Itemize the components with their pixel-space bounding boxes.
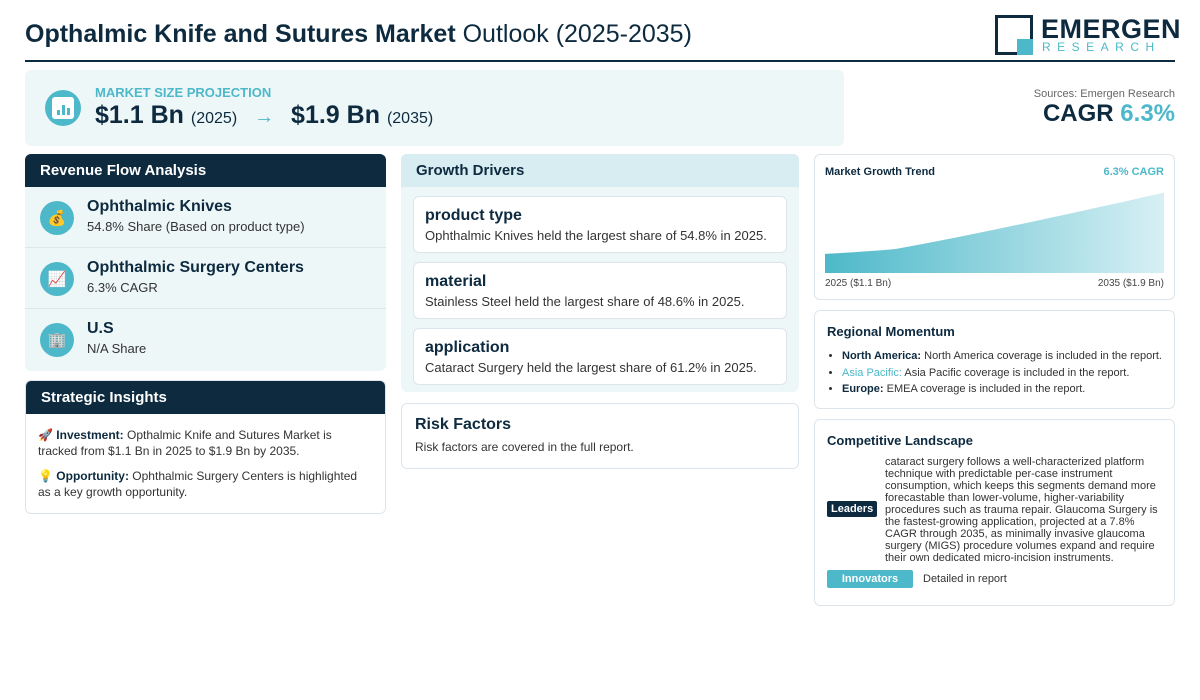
- projection-start-year: (2025): [190, 110, 238, 127]
- growth-drivers-title: Growth Drivers: [401, 154, 799, 187]
- trend-cagr: 6.3% CAGR: [1103, 166, 1164, 178]
- driver-text: Ophthalmic Knives held the largest share…: [425, 228, 767, 243]
- trend-start-label: 2025 ($1.1 Bn): [825, 278, 892, 289]
- investment-text: Opthalmic Knife and Sutures Market is tr…: [38, 428, 332, 458]
- opportunity-insight: 💡 Opportunity: Ophthalmic Surgery Center…: [38, 468, 373, 500]
- list-item: Europe: EMEA coverage is included in the…: [842, 381, 1162, 398]
- list-item: product type Ophthalmic Knives held the …: [413, 196, 787, 253]
- revenue-flow-card: Revenue Flow Analysis 💰 Ophthalmic Knive…: [25, 154, 386, 371]
- cagr-value: 6.3%: [1120, 100, 1175, 127]
- list-item: 🏢 U.S N/A Share: [25, 309, 386, 370]
- leaders-text: cataract surgery follows a well-characte…: [885, 456, 1158, 564]
- revenue-item-sub: N/A Share: [87, 341, 147, 356]
- competitive-landscape-card: Competitive Landscape Leaders cataract s…: [814, 419, 1175, 606]
- investment-label: Investment:: [56, 428, 124, 442]
- investment-insight: 🚀 Investment: Opthalmic Knife and Suture…: [38, 427, 373, 459]
- regional-momentum-title: Regional Momentum: [827, 324, 955, 339]
- projection-end-year: (2035): [386, 110, 434, 127]
- cagr-summary: CAGR 6.3%: [1043, 100, 1175, 128]
- emergen-logo: EMERGEN RESEARCH: [995, 14, 1181, 56]
- trend-area: [825, 192, 1164, 273]
- page-header: Opthalmic Knife and Sutures Market Outlo…: [25, 12, 1181, 62]
- revenue-item-title: Ophthalmic Surgery Centers: [87, 259, 304, 276]
- region-text: North America coverage is included in th…: [924, 350, 1162, 362]
- strategic-insights-card: Strategic Insights 🚀 Investment: Opthalm…: [25, 380, 386, 514]
- innovators-badge: Innovators: [827, 570, 913, 588]
- arrow-right-icon: →: [254, 106, 275, 128]
- revenue-item-sub: 6.3% CAGR: [87, 280, 158, 295]
- page-title-bold: Opthalmic Knife and Sutures Market: [25, 20, 456, 48]
- strategic-insights-body: 🚀 Investment: Opthalmic Knife and Suture…: [26, 414, 385, 513]
- region-name: Europe:: [842, 383, 884, 395]
- competitive-landscape-title: Competitive Landscape: [827, 433, 973, 448]
- list-item: application Cataract Surgery held the la…: [413, 328, 787, 385]
- leaders-badge: Leaders: [827, 501, 878, 517]
- revenue-item-sub: 54.8% Share (Based on product type): [87, 219, 305, 234]
- list-item: 📈 Ophthalmic Surgery Centers 6.3% CAGR: [25, 248, 386, 309]
- driver-title: product type: [425, 207, 522, 224]
- projection-end-value: $1.9 Bn: [291, 101, 380, 129]
- revenue-item-title: U.S: [87, 320, 114, 337]
- list-item: North America: North America coverage is…: [842, 348, 1162, 365]
- money-bag-icon: 💰: [40, 201, 74, 235]
- region-text: Asia Pacific coverage is included in the…: [904, 366, 1130, 379]
- lightbulb-icon: 💡: [38, 469, 53, 483]
- list-item: 💰 Ophthalmic Knives 54.8% Share (Based o…: [25, 187, 386, 248]
- projection-values: $1.1 Bn (2025) → $1.9 Bn (2035): [95, 101, 433, 130]
- innovators-text: Detailed in report: [923, 573, 1007, 585]
- risk-factors-title: Risk Factors: [415, 416, 512, 433]
- logo-mark-icon: [995, 15, 1033, 55]
- projection-label: MARKET SIZE PROJECTION: [95, 85, 272, 100]
- sources-note: Sources: Emergen Research: [1033, 88, 1175, 100]
- risk-factors-card: Risk Factors Risk factors are covered in…: [401, 403, 799, 469]
- opportunity-text: Ophthalmic Surgery Centers is highlighte…: [38, 469, 358, 499]
- market-size-projection: MARKET SIZE PROJECTION $1.1 Bn (2025) → …: [25, 70, 844, 146]
- region-name: North America:: [842, 350, 922, 362]
- list-item: Asia Pacific: Asia Pacific coverage is i…: [842, 365, 1162, 382]
- building-icon: 🏢: [40, 323, 74, 357]
- bar-chart-icon: [45, 90, 81, 126]
- driver-title: application: [425, 339, 510, 356]
- trend-title: Market Growth Trend: [825, 166, 936, 178]
- driver-text: Cataract Surgery held the largest share …: [425, 360, 757, 375]
- region-text: EMEA coverage is included in the report.: [886, 383, 1086, 395]
- rocket-icon: 🚀: [38, 428, 53, 442]
- growth-trend-chart: [825, 192, 1164, 273]
- trend-end-label: 2035 ($1.9 Bn): [1097, 278, 1164, 289]
- growth-drivers-card: Growth Drivers product type Ophthalmic K…: [401, 154, 799, 392]
- list-item: material Stainless Steel held the larges…: [413, 262, 787, 319]
- logo-subtitle: RESEARCH: [1042, 40, 1161, 54]
- page-title: Opthalmic Knife and Sutures Market Outlo…: [25, 20, 692, 49]
- page-title-light: Outlook (2025-2035): [462, 20, 692, 48]
- cagr-label: CAGR: [1042, 100, 1114, 127]
- region-name: Asia Pacific:: [842, 366, 902, 379]
- risk-factors-text: Risk factors are covered in the full rep…: [415, 440, 634, 454]
- opportunity-label: Opportunity:: [56, 469, 129, 483]
- driver-title: material: [425, 273, 487, 290]
- revenue-item-title: Ophthalmic Knives: [87, 198, 232, 215]
- market-growth-trend-card: Market Growth Trend 6.3% CAGR 2025 ($1.1…: [814, 154, 1175, 300]
- regional-momentum-card: Regional Momentum North America: North A…: [814, 310, 1175, 409]
- strategic-insights-title: Strategic Insights: [26, 381, 385, 414]
- revenue-flow-title: Revenue Flow Analysis: [25, 154, 386, 187]
- driver-text: Stainless Steel held the largest share o…: [425, 294, 745, 309]
- logo-name: EMERGEN: [1041, 14, 1182, 44]
- trend-chart-icon: 📈: [40, 262, 74, 296]
- projection-start-value: $1.1 Bn: [95, 101, 184, 129]
- regional-list: North America: North America coverage is…: [842, 348, 1162, 398]
